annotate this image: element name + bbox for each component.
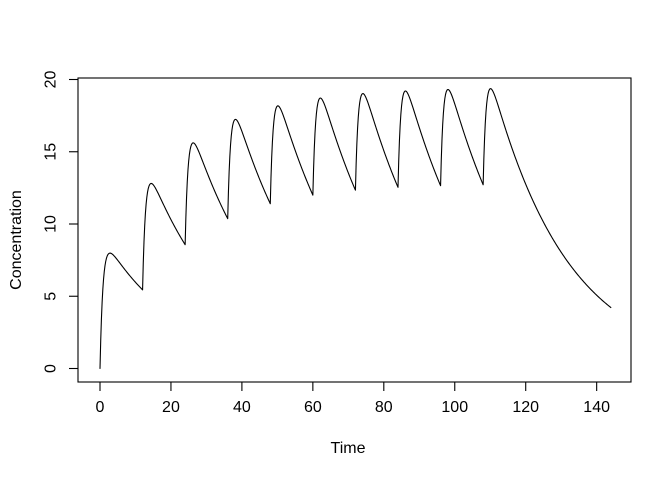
y-tick-label: 10 bbox=[43, 215, 60, 233]
x-tick-label: 80 bbox=[375, 399, 393, 416]
x-tick-label: 0 bbox=[96, 399, 105, 416]
y-tick-label: 15 bbox=[43, 143, 60, 161]
y-tick-label: 20 bbox=[43, 71, 60, 89]
x-tick-label: 120 bbox=[512, 399, 539, 416]
plot-box bbox=[77, 77, 632, 383]
x-tick-label: 40 bbox=[233, 399, 251, 416]
x-tick-label: 140 bbox=[583, 399, 610, 416]
x-tick-label: 60 bbox=[304, 399, 322, 416]
x-tick-label: 20 bbox=[162, 399, 180, 416]
y-axis-ticks: 0 5 10 15 20 bbox=[43, 71, 78, 373]
x-tick-label: 100 bbox=[441, 399, 468, 416]
y-tick-label: 0 bbox=[43, 364, 60, 373]
y-tick-label: 5 bbox=[43, 292, 60, 301]
x-axis-ticks: 0 20 40 60 80 100 120 140 bbox=[96, 382, 610, 416]
concentration-curve bbox=[99, 88, 612, 370]
x-axis-title: Time bbox=[331, 440, 366, 457]
y-axis-title: Concentration bbox=[8, 190, 25, 290]
